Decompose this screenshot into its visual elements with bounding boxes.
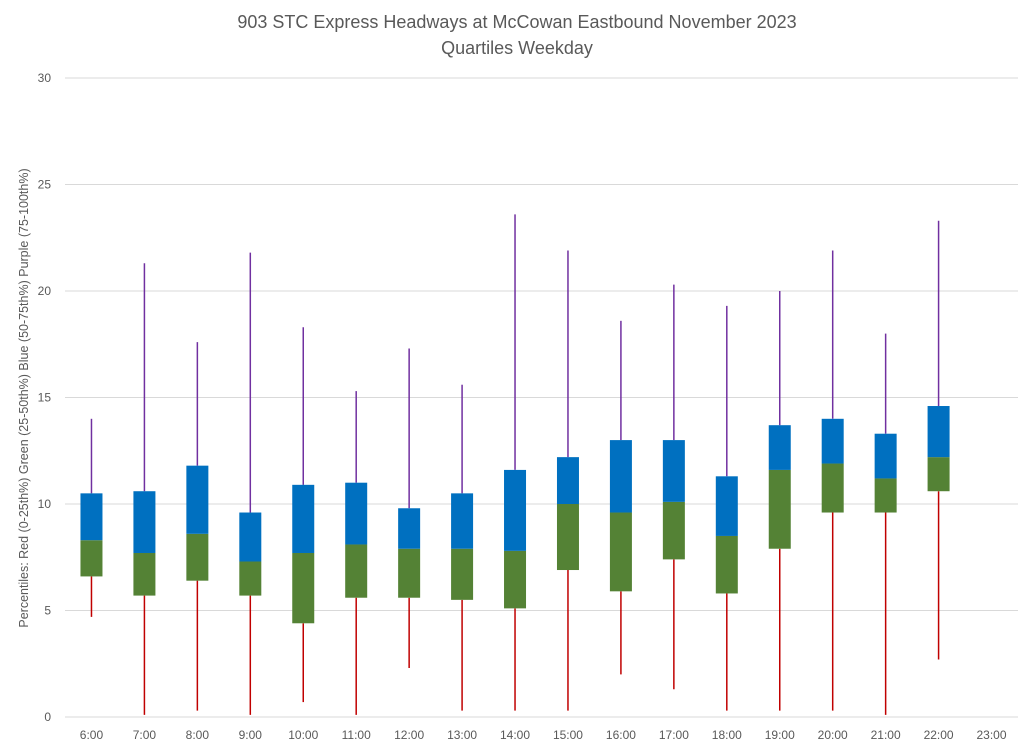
x-tick-label: 18:00	[712, 728, 742, 742]
x-tick-label: 14:00	[500, 728, 530, 742]
lower-box-q1-median	[451, 548, 474, 600]
y-axis-label: Percentiles: Red (0-25th%) Green (25-50t…	[17, 168, 31, 627]
y-axis-ticks: 0 5 10 15 20 25 30	[38, 71, 52, 724]
lower-box-q1-median	[821, 463, 844, 513]
upper-box-median-q3	[662, 440, 685, 502]
lower-box-q1-median	[504, 550, 527, 609]
box-9:00	[239, 252, 262, 715]
lower-box-q1-median	[609, 512, 632, 592]
x-tick-label: 17:00	[659, 728, 689, 742]
upper-box-median-q3	[239, 512, 262, 562]
x-tick-label: 6:00	[80, 728, 104, 742]
lower-box-q1-median	[662, 501, 685, 560]
boxes	[80, 214, 950, 715]
chart-subtitle: Quartiles Weekday	[441, 38, 593, 58]
x-tick-label: 7:00	[133, 728, 157, 742]
x-tick-label: 15:00	[553, 728, 583, 742]
box-15:00	[556, 250, 579, 711]
lower-box-q1-median	[874, 478, 897, 513]
box-12:00	[398, 348, 421, 669]
x-tick-label: 11:00	[342, 728, 371, 742]
lower-box-q1-median	[768, 469, 791, 549]
box-8:00	[186, 342, 209, 711]
upper-box-median-q3	[556, 457, 579, 504]
upper-box-median-q3	[398, 508, 421, 549]
y-tick-label: 10	[38, 497, 52, 511]
box-18:00	[715, 305, 738, 711]
y-tick-label: 0	[44, 710, 51, 724]
lower-box-q1-median	[239, 561, 262, 596]
x-tick-label: 19:00	[765, 728, 795, 742]
y-tick-label: 5	[44, 604, 51, 618]
lower-box-q1-median	[556, 504, 579, 571]
box-21:00	[874, 333, 897, 715]
gridlines	[65, 77, 1018, 718]
x-tick-label: 16:00	[606, 728, 636, 742]
upper-box-median-q3	[451, 493, 474, 549]
box-11:00	[345, 391, 368, 715]
x-tick-label: 10:00	[288, 728, 318, 742]
box-19:00	[768, 291, 791, 711]
x-tick-label: 8:00	[186, 728, 210, 742]
x-tick-label: 12:00	[394, 728, 424, 742]
upper-box-median-q3	[133, 491, 156, 553]
upper-box-median-q3	[927, 406, 950, 458]
box-13:00	[451, 384, 474, 711]
chart-title: 903 STC Express Headways at McCowan East…	[237, 12, 796, 32]
box-7:00	[133, 263, 156, 715]
upper-box-median-q3	[292, 484, 315, 553]
lower-box-q1-median	[133, 552, 156, 596]
x-tick-label: 22:00	[924, 728, 954, 742]
x-tick-label: 20:00	[818, 728, 848, 742]
lower-box-q1-median	[345, 544, 368, 598]
lower-box-q1-median	[80, 540, 103, 577]
lower-box-q1-median	[715, 535, 738, 594]
x-tick-label: 13:00	[447, 728, 477, 742]
upper-box-median-q3	[80, 493, 103, 541]
y-tick-label: 30	[38, 71, 52, 85]
box-22:00	[927, 220, 950, 660]
lower-box-q1-median	[927, 457, 950, 492]
lower-box-q1-median	[398, 548, 421, 598]
box-6:00	[80, 418, 103, 617]
x-tick-label: 21:00	[871, 728, 901, 742]
upper-box-median-q3	[768, 425, 791, 470]
y-tick-label: 25	[38, 178, 52, 192]
lower-box-q1-median	[186, 533, 209, 581]
x-axis-ticks: 6:00 7:00 8:00 9:00 10:00 11:00 12:00 13:00 14:0…	[80, 728, 1007, 742]
y-tick-label: 15	[38, 391, 52, 405]
box-16:00	[609, 320, 632, 675]
box-10:00	[292, 327, 315, 703]
upper-box-median-q3	[821, 418, 844, 464]
upper-box-median-q3	[504, 469, 527, 551]
upper-box-median-q3	[186, 465, 209, 534]
y-tick-label: 20	[38, 284, 52, 298]
upper-box-median-q3	[715, 476, 738, 536]
x-tick-label: 23:00	[977, 728, 1007, 742]
box-17:00	[662, 284, 685, 690]
upper-box-median-q3	[874, 433, 897, 479]
lower-box-q1-median	[292, 552, 315, 624]
box-20:00	[821, 250, 844, 711]
upper-box-median-q3	[609, 440, 632, 513]
x-tick-label: 9:00	[239, 728, 263, 742]
upper-box-median-q3	[345, 482, 368, 545]
box-14:00	[504, 214, 527, 711]
